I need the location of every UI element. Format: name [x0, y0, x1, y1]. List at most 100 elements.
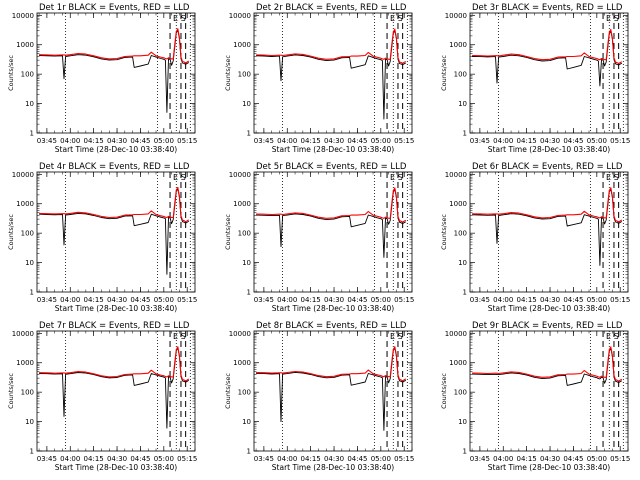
x-tick-label: 04:00 [60, 455, 80, 463]
flare-label: E [173, 332, 178, 341]
y-tick-label: 1000 [449, 359, 467, 367]
plot-frame [36, 330, 196, 452]
panel-title: Det 2r BLACK = Events, RED = LLD [256, 3, 407, 13]
events-series-line [256, 347, 407, 431]
panel-title: Det 1r BLACK = Events, RED = LLD [39, 3, 190, 13]
x-tick-label: 05:15 [394, 455, 414, 463]
x-tick-label: 05:00 [154, 296, 174, 304]
x-tick-label: 04:45 [347, 455, 367, 463]
y-tick-label: 10000 [12, 330, 34, 338]
y-tick-label: 1 [463, 289, 467, 297]
x-axis-label: Start Time (28-Dec-10 03:38:40) [55, 145, 177, 154]
events-series-line [472, 347, 623, 386]
y-axis-label: Counts/sec [440, 214, 448, 250]
y-tick-label: 10000 [445, 12, 467, 20]
flare-label: E [606, 173, 611, 182]
panel-6: Det 6r BLACK = Events, RED = LLD 1 10 100 10… [440, 162, 630, 313]
events-series-line [472, 30, 623, 87]
x-tick-label: 05:00 [587, 455, 607, 463]
x-tick-label: 05:15 [177, 296, 197, 304]
x-tick-label: 03:45 [470, 137, 490, 145]
plot-frame [469, 330, 629, 452]
x-tick-label: 04:30 [324, 455, 344, 463]
x-tick-label: 04:45 [563, 137, 583, 145]
y-tick-label: 1000 [449, 200, 467, 208]
x-axis-label: Start Time (28-Dec-10 03:38:40) [272, 304, 394, 313]
events-series-line [256, 188, 407, 258]
x-tick-label: 04:45 [130, 296, 150, 304]
x-tick-label: 04:00 [493, 137, 513, 145]
x-tick-label: 05:15 [610, 137, 630, 145]
y-axis-label: Counts/sec [7, 373, 15, 409]
flare-label: E [606, 332, 611, 341]
lld-series-line [472, 187, 623, 223]
y-tick-label: 1000 [16, 200, 34, 208]
x-tick-label: 04:15 [84, 137, 104, 145]
flare-label: S [614, 332, 619, 341]
panel-2: Det 2r BLACK = Events, RED = LLD 1 10 100 10… [224, 3, 414, 154]
plot-frame [253, 12, 413, 134]
x-axis-label: Start Time (28-Dec-10 03:38:40) [55, 304, 177, 313]
events-series-line [39, 347, 190, 429]
panel-4: Det 4r BLACK = Events, RED = LLD 1 10 100 10… [7, 162, 197, 313]
flare-label: S [181, 14, 186, 23]
y-axis-label: Counts/sec [7, 214, 15, 250]
y-axis-label: Counts/sec [224, 55, 232, 91]
x-tick-label: 03:45 [37, 137, 57, 145]
x-tick-label: 04:30 [107, 296, 127, 304]
panel-title: Det 8r BLACK = Events, RED = LLD [256, 321, 407, 331]
flare-label: S [614, 173, 619, 182]
x-tick-label: 04:30 [324, 296, 344, 304]
flare-label: E [606, 14, 611, 23]
x-tick-label: 04:45 [130, 137, 150, 145]
x-tick-label: 04:45 [563, 296, 583, 304]
y-tick-label: 10 [242, 100, 251, 108]
y-tick-label: 10 [25, 418, 34, 426]
y-tick-label: 10000 [229, 330, 251, 338]
plot-frame [253, 330, 413, 452]
panel-9: Det 9r BLACK = Events, RED = LLD 1 10 100 10… [440, 321, 630, 472]
x-tick-label: 03:45 [37, 296, 57, 304]
lld-series-line [39, 186, 190, 223]
y-tick-label: 100 [21, 389, 34, 397]
x-tick-label: 05:15 [177, 137, 197, 145]
x-tick-label: 04:15 [301, 296, 321, 304]
x-tick-label: 04:30 [107, 137, 127, 145]
y-tick-label: 100 [238, 230, 251, 238]
y-tick-label: 10 [458, 418, 467, 426]
x-tick-label: 04:30 [107, 455, 127, 463]
x-tick-label: 05:00 [154, 137, 174, 145]
x-tick-label: 03:45 [254, 137, 274, 145]
events-series-line [39, 29, 190, 113]
lld-series-line [256, 346, 407, 382]
y-tick-label: 100 [454, 71, 467, 79]
y-tick-label: 10000 [445, 330, 467, 338]
flare-label: E [173, 14, 178, 23]
lld-series-line [39, 346, 190, 382]
y-tick-label: 1 [463, 130, 467, 138]
y-tick-label: 100 [238, 389, 251, 397]
x-tick-label: 03:45 [37, 455, 57, 463]
x-axis-label: Start Time (28-Dec-10 03:38:40) [55, 463, 177, 472]
y-axis-label: Counts/sec [440, 55, 448, 91]
y-tick-label: 10 [25, 259, 34, 267]
y-tick-label: 10000 [229, 12, 251, 20]
panel-title: Det 5r BLACK = Events, RED = LLD [256, 162, 407, 172]
y-tick-label: 10 [458, 100, 467, 108]
y-tick-label: 100 [454, 230, 467, 238]
flare-label: S [398, 332, 403, 341]
events-series-line [256, 29, 407, 120]
y-tick-label: 10 [242, 259, 251, 267]
y-tick-label: 10000 [12, 171, 34, 179]
flare-label: S [181, 173, 186, 182]
x-axis-label: Start Time (28-Dec-10 03:38:40) [272, 145, 394, 154]
plot-frame [253, 171, 413, 293]
x-tick-label: 05:00 [154, 455, 174, 463]
x-tick-label: 03:45 [470, 455, 490, 463]
events-series-line [39, 188, 190, 275]
plot-frame [36, 171, 196, 293]
y-tick-label: 1000 [233, 359, 251, 367]
x-tick-label: 04:45 [563, 455, 583, 463]
y-tick-label: 10000 [12, 12, 34, 20]
y-tick-label: 1 [463, 448, 467, 456]
